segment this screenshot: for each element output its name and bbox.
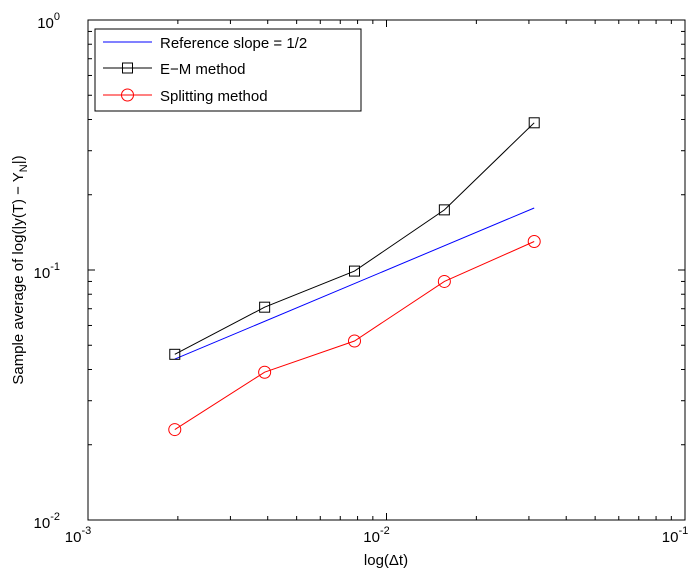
y-tick-label: 10-2 <box>34 511 60 532</box>
x-tick-label: 10-2 <box>363 525 389 546</box>
y-axis-label: Sample average of log(|y(T) − YN|) <box>10 155 30 384</box>
y-tick-label-exponent: -2 <box>50 511 60 523</box>
data-point-square <box>348 265 360 277</box>
data-point-square <box>169 348 181 360</box>
series-line-0 <box>174 207 535 360</box>
x-tick-label-exponent: -2 <box>380 525 390 537</box>
legend-label-splitting: Splitting method <box>160 88 268 105</box>
y-tick-label: 100 <box>37 11 60 32</box>
data-point-square <box>259 301 271 313</box>
x-tick-label-exponent: -1 <box>678 525 688 537</box>
series-line-1 <box>174 122 535 355</box>
x-tick-label-base: 10 <box>65 529 82 546</box>
x-tick-label: 10-3 <box>65 525 91 546</box>
y-tick-label-base: 10 <box>37 15 54 32</box>
legend-label-em: E−M method <box>160 61 245 78</box>
y-axis-label-tail: |) <box>10 155 27 164</box>
x-axis-label: log(Δt) <box>364 552 408 569</box>
y-axis-label-main: Sample average of log(|y(T) − Y <box>10 172 27 384</box>
y-tick-label-base: 10 <box>34 265 51 282</box>
legend-marker-circle <box>121 88 134 102</box>
legend-marker-square <box>122 62 133 74</box>
y-tick-label-base: 10 <box>34 515 51 532</box>
x-tick-label-base: 10 <box>662 529 679 546</box>
series-layer <box>168 117 541 437</box>
data-point-circle <box>527 235 541 249</box>
data-point-square <box>438 204 450 216</box>
data-point-circle <box>258 365 272 379</box>
data-point-circle <box>168 423 182 437</box>
data-point-square <box>528 117 540 129</box>
y-axis-label-subscript: N <box>18 164 30 172</box>
major-ticks <box>87 19 686 521</box>
legend-label-reference: Reference slope = 1/2 <box>160 35 307 52</box>
y-tick-label-exponent: 0 <box>54 11 60 23</box>
data-point-circle <box>437 274 451 288</box>
minor-ticks <box>88 20 685 520</box>
data-point-circle <box>347 334 361 348</box>
y-tick-label: 10-1 <box>34 261 60 282</box>
x-tick-label: 10-1 <box>662 525 688 546</box>
x-tick-label-exponent: -3 <box>81 525 91 537</box>
x-tick-label-base: 10 <box>363 529 380 546</box>
y-tick-label-exponent: -1 <box>50 261 60 273</box>
legend: Reference slope = 1/2 E−M method Splitti… <box>94 28 362 112</box>
series-line-2 <box>174 241 535 431</box>
legend-box <box>94 28 362 112</box>
